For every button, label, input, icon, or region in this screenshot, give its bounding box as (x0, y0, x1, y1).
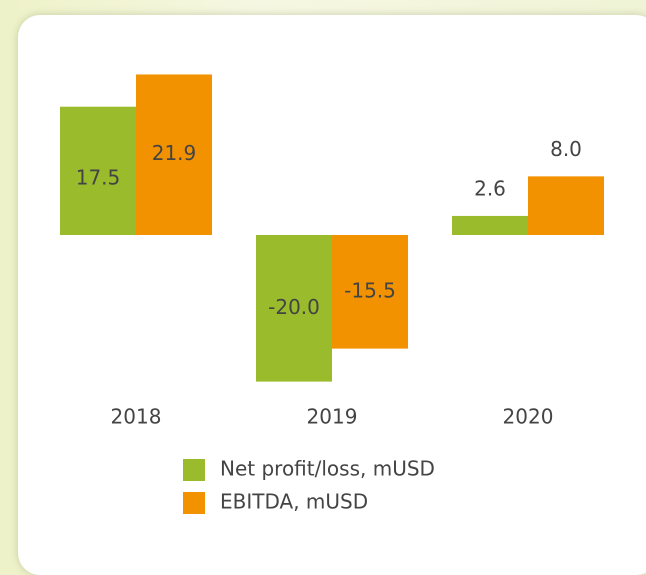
bar (452, 215, 528, 235)
legend-label: EBITDA, mUSD (220, 490, 368, 514)
bar (256, 235, 332, 382)
legend-swatch (183, 492, 205, 514)
legend-label: Net profit/loss, mUSD (220, 457, 435, 481)
bar (332, 235, 408, 349)
x-tick-label: 2019 (307, 405, 358, 429)
value-label: -15.5 (344, 278, 396, 302)
bar (528, 176, 604, 235)
bar (60, 106, 136, 235)
value-label: -20.0 (268, 295, 320, 319)
value-label: 21.9 (152, 141, 197, 165)
value-label: 17.5 (76, 165, 121, 189)
legend-swatch (183, 459, 205, 481)
bar (136, 74, 212, 236)
x-tick-label: 2018 (111, 405, 162, 429)
value-label: 2.6 (474, 176, 506, 200)
value-label: 8.0 (550, 137, 582, 161)
chart: 2018 17.5 21.9 2019 -20.0 -15.5 2020 2.6 8.0 Net … (60, 74, 604, 514)
x-tick-label: 2020 (503, 405, 554, 429)
